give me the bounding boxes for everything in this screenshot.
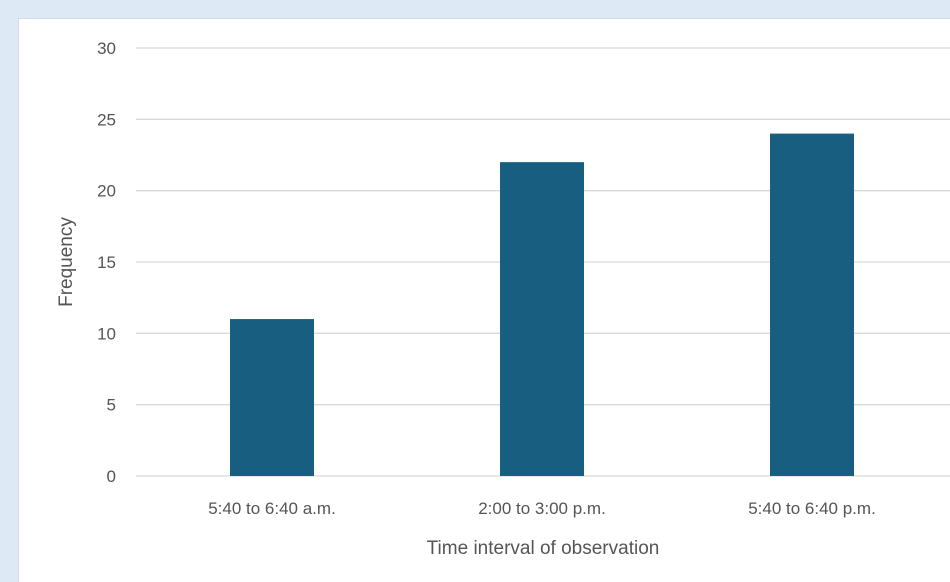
y-tick-labels: 0 5 10 15 20 25 30 <box>97 39 116 486</box>
bars <box>230 133 854 476</box>
y-axis-title: Frequency <box>56 217 77 307</box>
bar <box>770 133 854 476</box>
y-tick-label: 25 <box>97 110 116 129</box>
x-tick-label: 2:00 to 3:00 p.m. <box>478 499 606 518</box>
y-tick-label: 10 <box>97 324 116 343</box>
x-tick-label: 5:40 to 6:40 p.m. <box>748 499 876 518</box>
y-tick-label: 20 <box>97 182 116 201</box>
x-tick-label: 5:40 to 6:40 a.m. <box>208 499 336 518</box>
bar <box>230 319 314 476</box>
y-tick-label: 5 <box>107 396 116 415</box>
y-tick-label: 30 <box>97 39 116 58</box>
x-axis-title: Time interval of observation <box>427 538 660 559</box>
bar <box>500 162 584 476</box>
y-tick-label: 15 <box>97 253 116 272</box>
x-tick-labels: 5:40 to 6:40 a.m. 2:00 to 3:00 p.m. 5:40 t… <box>208 499 876 518</box>
y-tick-label: 0 <box>107 467 116 486</box>
